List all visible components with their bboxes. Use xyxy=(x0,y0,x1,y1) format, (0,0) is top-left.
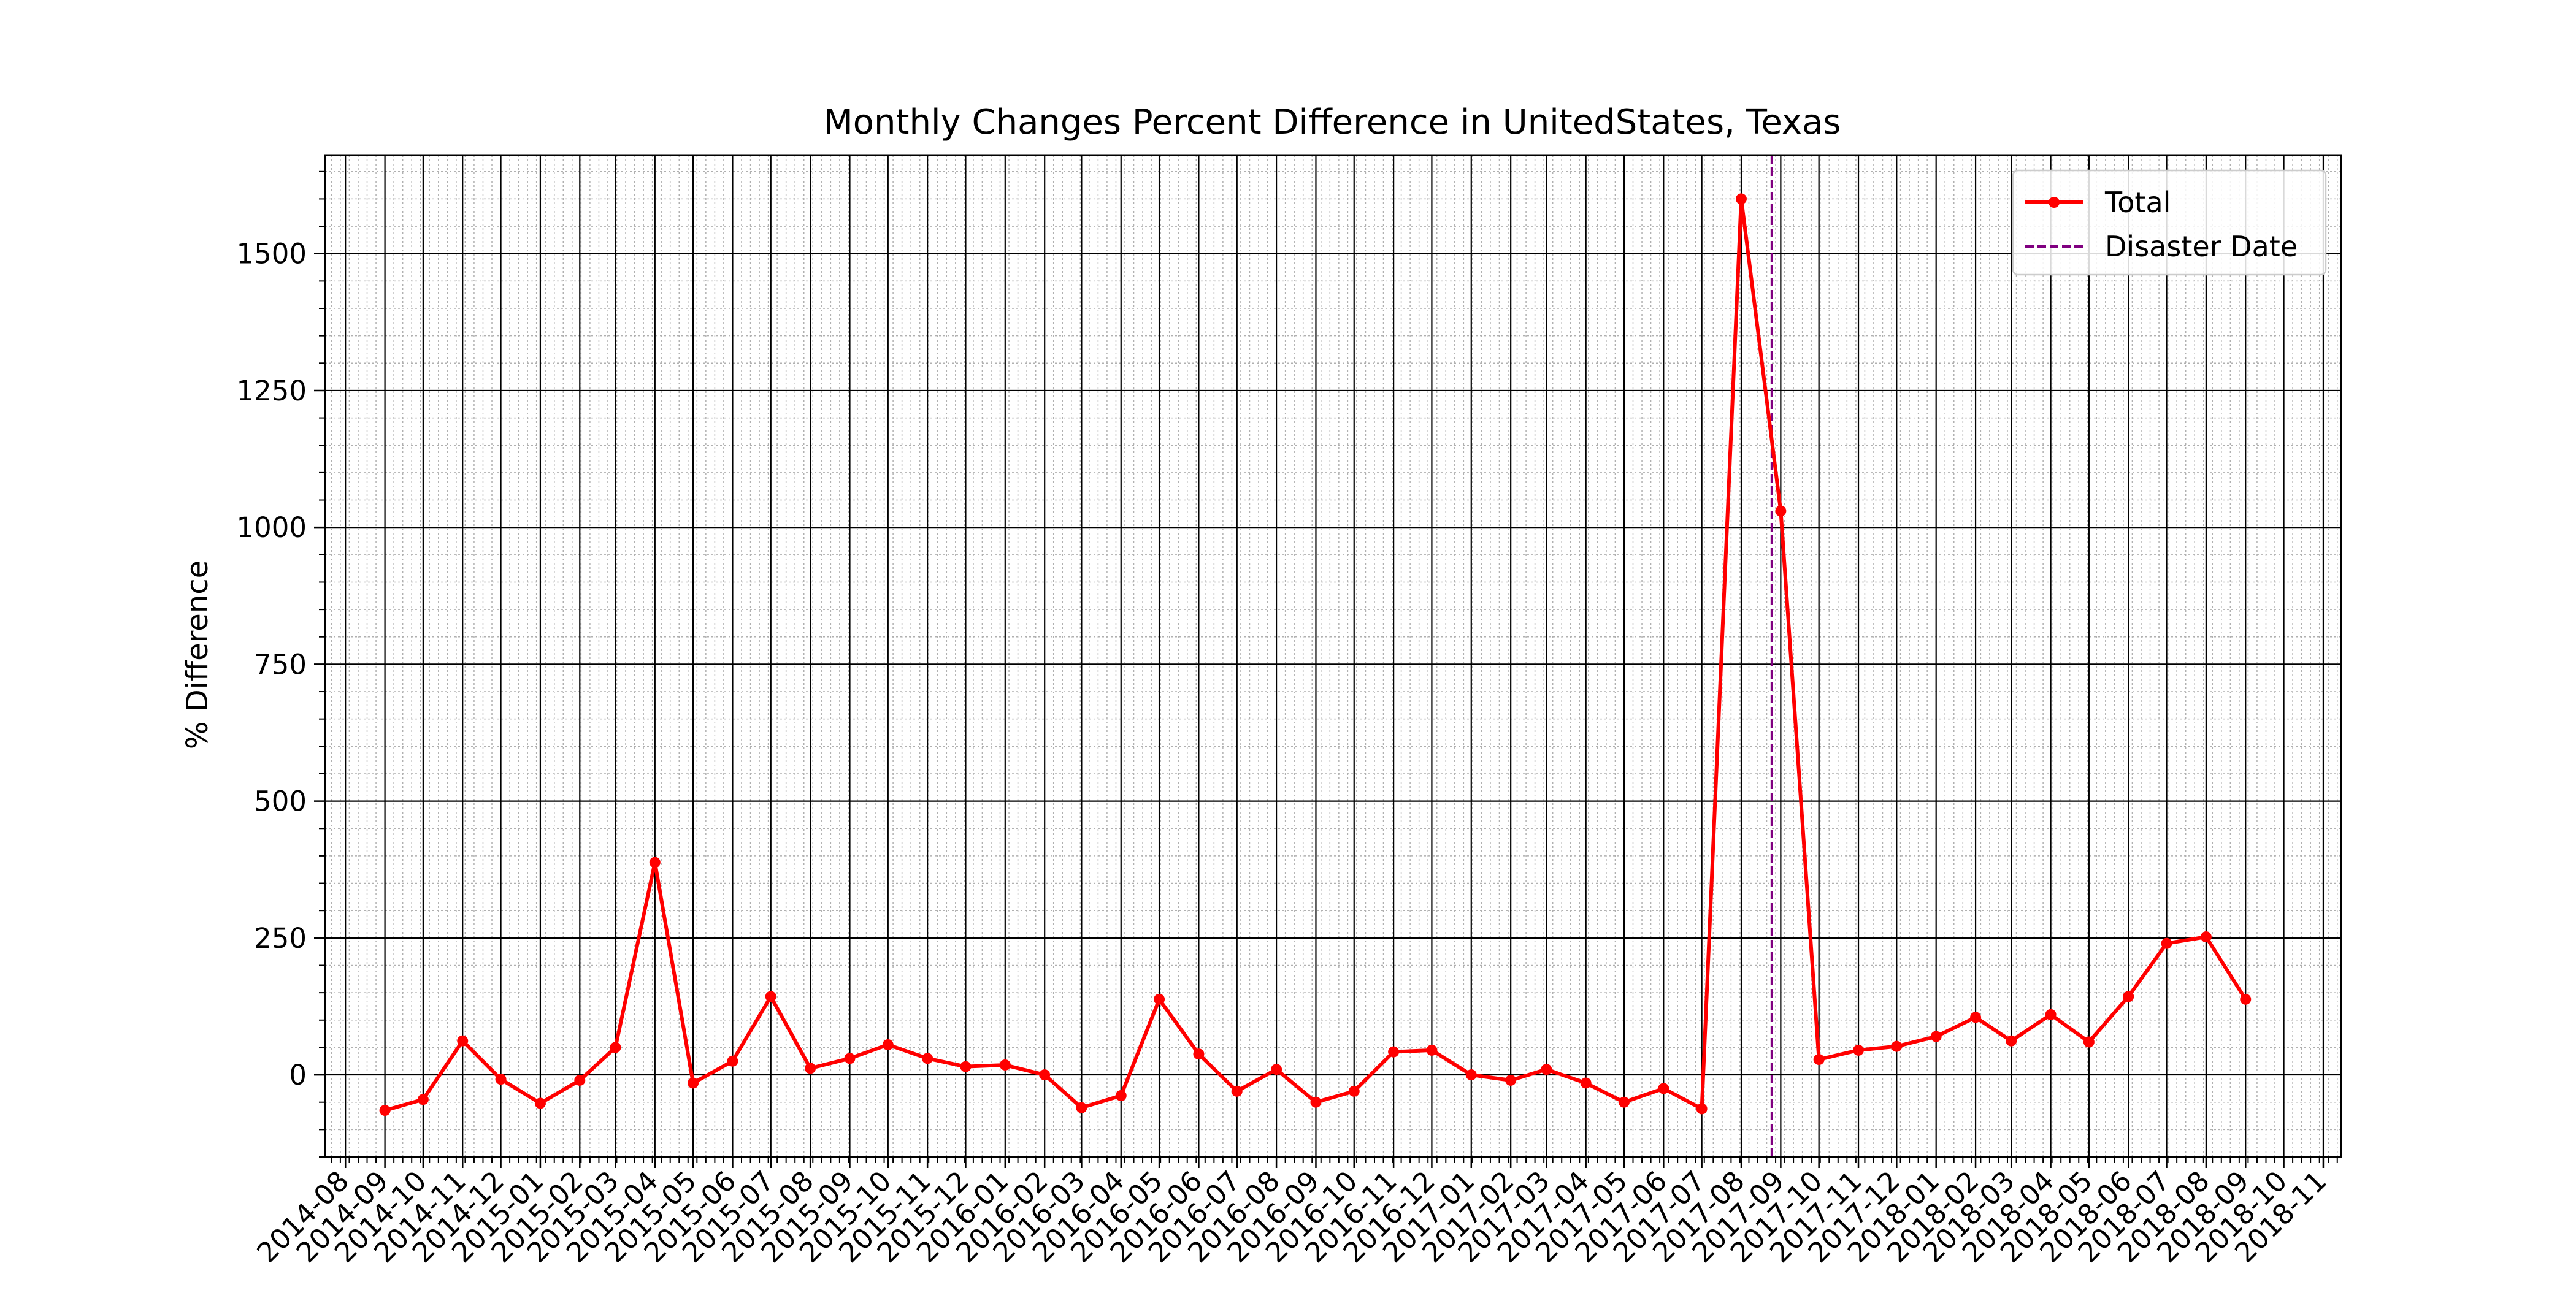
data-point xyxy=(2123,991,2134,1002)
series-layer xyxy=(379,193,2252,1116)
data-point xyxy=(1426,1044,1438,1056)
y-axis: 0 250 500 750 1000 1250 1500 xyxy=(236,170,325,1158)
data-point xyxy=(1388,1046,1400,1058)
data-point xyxy=(2200,931,2212,943)
data-point xyxy=(688,1077,699,1089)
data-point xyxy=(1076,1102,1087,1113)
data-point xyxy=(1348,1085,1360,1097)
data-point xyxy=(727,1055,738,1067)
data-point xyxy=(1696,1103,1708,1115)
data-point xyxy=(1271,1064,1282,1075)
data-point xyxy=(1505,1074,1517,1086)
y-axis-label: % Difference xyxy=(180,560,215,749)
data-point xyxy=(1618,1096,1630,1108)
data-point xyxy=(1039,1069,1051,1081)
legend-label-total: Total xyxy=(2104,186,2171,219)
data-point xyxy=(495,1074,507,1085)
data-point xyxy=(379,1105,391,1116)
data-point xyxy=(1580,1077,1592,1089)
y-tick-label: 1500 xyxy=(236,238,307,270)
y-tick-label: 250 xyxy=(254,922,307,955)
data-point xyxy=(960,1061,972,1072)
data-point xyxy=(1193,1048,1205,1060)
data-point xyxy=(1541,1064,1552,1075)
data-point xyxy=(457,1035,469,1047)
data-point xyxy=(2083,1036,2095,1048)
plot-frame xyxy=(324,154,2342,1158)
minor-grid xyxy=(325,155,2341,1158)
legend-label-disaster-date: Disaster Date xyxy=(2105,230,2298,263)
data-point xyxy=(999,1059,1011,1071)
data-point xyxy=(765,991,776,1002)
data-point xyxy=(1154,993,1165,1005)
data-point xyxy=(649,857,661,868)
data-point xyxy=(1310,1096,1322,1108)
data-point xyxy=(1813,1054,1825,1066)
data-point xyxy=(2045,1009,2057,1020)
chart-title: Monthly Changes Percent Difference in Un… xyxy=(823,102,1841,142)
data-point xyxy=(805,1063,816,1074)
major-grid xyxy=(325,155,2341,1157)
data-point xyxy=(610,1042,621,1053)
data-point xyxy=(1891,1040,1903,1052)
data-point xyxy=(1735,193,1747,205)
data-point xyxy=(1853,1044,1865,1056)
data-point xyxy=(844,1053,856,1064)
data-point xyxy=(1465,1069,1477,1081)
data-point xyxy=(882,1039,894,1050)
data-point xyxy=(534,1097,546,1109)
data-point xyxy=(1930,1031,1942,1042)
data-point xyxy=(2240,993,2252,1005)
data-point xyxy=(1658,1083,1669,1094)
y-tick-label: 0 xyxy=(289,1059,307,1091)
data-point xyxy=(574,1074,586,1086)
data-point xyxy=(2006,1035,2017,1047)
data-point xyxy=(1231,1085,1243,1097)
y-tick-label: 1250 xyxy=(236,375,307,407)
y-tick-label: 500 xyxy=(254,785,307,818)
y-tick-label: 750 xyxy=(254,648,307,681)
data-point xyxy=(1115,1090,1127,1101)
data-point xyxy=(1970,1012,1982,1023)
y-tick-label: 1000 xyxy=(236,511,307,544)
data-point xyxy=(417,1094,429,1105)
legend-box xyxy=(2012,169,2327,276)
data-point xyxy=(1775,505,1787,517)
legend: Total Disaster Date xyxy=(2012,169,2327,276)
x-axis: 2014-082014-092014-102014-112014-122015-… xyxy=(251,1157,2338,1269)
data-point xyxy=(2161,937,2172,949)
legend-marker-total xyxy=(2049,197,2060,208)
data-point xyxy=(922,1053,933,1064)
